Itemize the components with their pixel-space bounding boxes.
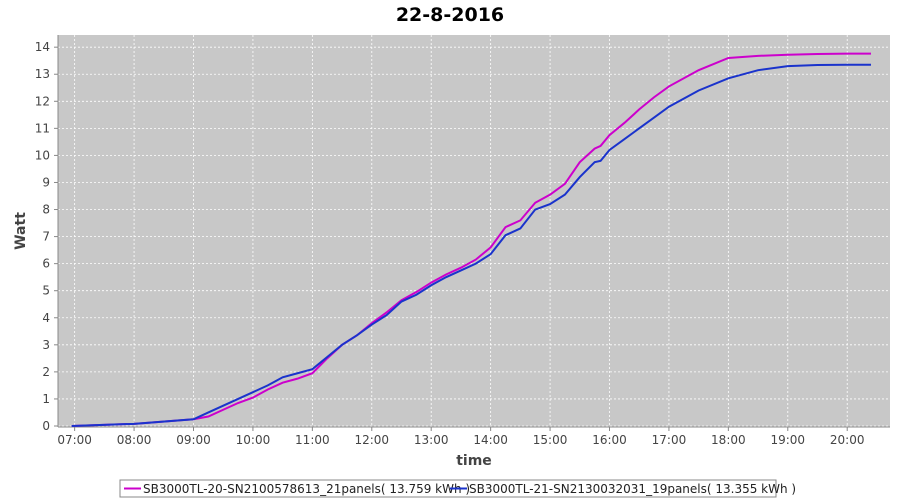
x-tick-label: 08:00 [117,433,152,447]
plot-area [58,35,890,427]
x-tick-label: 19:00 [770,433,805,447]
x-tick-label: 11:00 [295,433,330,447]
y-tick-label: 9 [42,175,50,189]
x-tick-label: 10:00 [236,433,271,447]
y-tick-label: 14 [35,40,50,54]
x-tick-label: 16:00 [592,433,627,447]
y-tick-label: 11 [35,121,50,135]
y-tick-label: 10 [35,148,50,162]
y-axis-label: Watt [13,212,29,250]
y-tick-label: 1 [42,392,50,406]
x-tick-label: 09:00 [176,433,211,447]
y-tick-label: 4 [42,311,50,325]
x-tick-label: 20:00 [830,433,865,447]
y-tick-label: 3 [42,338,50,352]
legend [119,479,777,498]
y-tick-label: 13 [35,67,50,81]
x-axis-label: time [456,453,492,469]
y-tick-label: 6 [42,257,50,271]
y-tick-label: 5 [42,284,50,298]
x-tick-label: 14:00 [473,433,508,447]
legend-label: SB3000TL-21-SN2130032031_19panels( 13.35… [469,482,796,496]
chart-title: 22-8-2016 [396,4,504,26]
x-tick-label: 17:00 [652,433,687,447]
y-tick-label: 8 [42,203,50,217]
x-tick-label: 07:00 [57,433,92,447]
x-tick-label: 12:00 [354,433,389,447]
legend-label: SB3000TL-20-SN2100578613_21panels( 13.75… [143,482,470,496]
y-tick-label: 2 [42,365,50,379]
x-tick-label: 18:00 [711,433,746,447]
series-line [71,52,871,427]
y-tick-label: 0 [42,419,50,433]
y-tick-label: 7 [42,230,50,244]
series-line [71,63,871,427]
x-tick-label: 15:00 [533,433,568,447]
x-tick-label: 13:00 [414,433,449,447]
y-tick-label: 12 [35,94,50,108]
